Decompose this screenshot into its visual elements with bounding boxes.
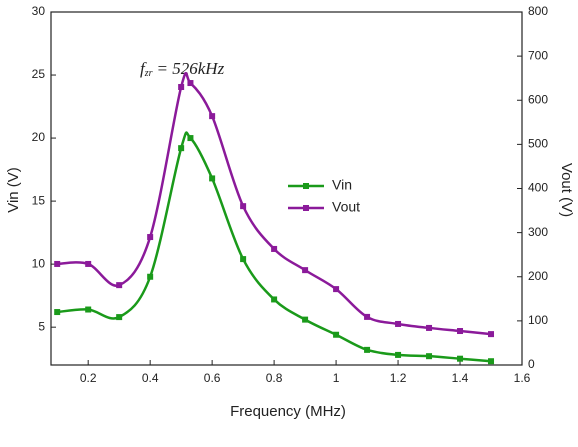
annotation: fzr = 526kHz	[140, 59, 225, 79]
y-tick-label: 5	[38, 319, 45, 333]
y2-tick-label: 800	[528, 4, 548, 18]
x-tick-label: 1	[333, 371, 340, 385]
y-tick-label: 30	[32, 4, 46, 18]
point-marker	[271, 245, 278, 252]
point-marker	[187, 80, 194, 87]
point-marker	[178, 145, 185, 152]
legend-marker	[303, 205, 309, 211]
annotation-sub: zr	[144, 68, 153, 79]
legend-label: Vout	[332, 199, 360, 215]
point-marker	[54, 260, 61, 267]
point-marker	[147, 234, 154, 241]
point-marker	[85, 260, 92, 267]
y2-tick-label: 400	[528, 181, 548, 195]
plot-frame	[50, 11, 523, 366]
point-marker	[426, 324, 433, 331]
y2-tick-label: 600	[528, 92, 548, 106]
point-marker	[240, 256, 247, 263]
point-marker	[209, 113, 216, 120]
series-line	[57, 131, 492, 363]
x-axis-title: Frequency (MHz)	[230, 403, 346, 420]
x-tick-label: 0.8	[266, 371, 283, 385]
point-marker	[488, 331, 495, 338]
point-marker	[187, 135, 194, 142]
point-marker	[395, 320, 402, 327]
x-tick-label: 1.6	[514, 371, 531, 385]
point-marker	[209, 175, 216, 182]
y2-tick-label: 0	[528, 357, 535, 371]
legend-label: Vin	[332, 177, 352, 193]
point-marker	[116, 282, 123, 289]
y-tick-label: 25	[32, 67, 46, 81]
point-marker	[178, 84, 185, 91]
point-marker	[333, 331, 340, 338]
x-tick-label: 0.2	[80, 371, 97, 385]
point-marker	[147, 273, 154, 280]
point-marker	[364, 346, 371, 353]
y-tick-label: 20	[32, 130, 46, 144]
x-tick-label: 0.4	[142, 371, 159, 385]
x-tick-label: 1.2	[390, 371, 407, 385]
point-marker	[457, 328, 464, 335]
point-marker	[457, 355, 464, 362]
annotation-rest: = 526kHz	[157, 59, 225, 78]
point-marker	[271, 296, 278, 303]
point-marker	[302, 267, 309, 274]
x-tick-label: 0.6	[204, 371, 221, 385]
legend-marker	[303, 183, 309, 189]
point-marker	[395, 351, 402, 358]
y2-axis-title: Vout (V)	[558, 163, 575, 217]
y2-tick-label: 100	[528, 313, 548, 327]
y2-tick-label: 500	[528, 137, 548, 151]
y2-tick-label: 300	[528, 225, 548, 239]
point-marker	[364, 313, 371, 320]
point-marker	[240, 203, 247, 210]
point-marker	[85, 306, 92, 313]
annotation-f: f	[140, 59, 147, 78]
point-marker	[302, 316, 309, 323]
point-marker	[333, 286, 340, 293]
x-tick-label: 1.4	[452, 371, 469, 385]
y2-tick-label: 200	[528, 269, 548, 283]
point-marker	[116, 314, 123, 321]
point-marker	[426, 353, 433, 360]
point-marker	[54, 309, 61, 316]
y-tick-label: 10	[32, 256, 46, 270]
y-tick-label: 15	[32, 193, 46, 207]
series-line	[57, 71, 492, 336]
point-marker	[488, 358, 495, 365]
y2-tick-label: 700	[528, 48, 548, 62]
y-axis-title: Vin (V)	[5, 167, 22, 213]
